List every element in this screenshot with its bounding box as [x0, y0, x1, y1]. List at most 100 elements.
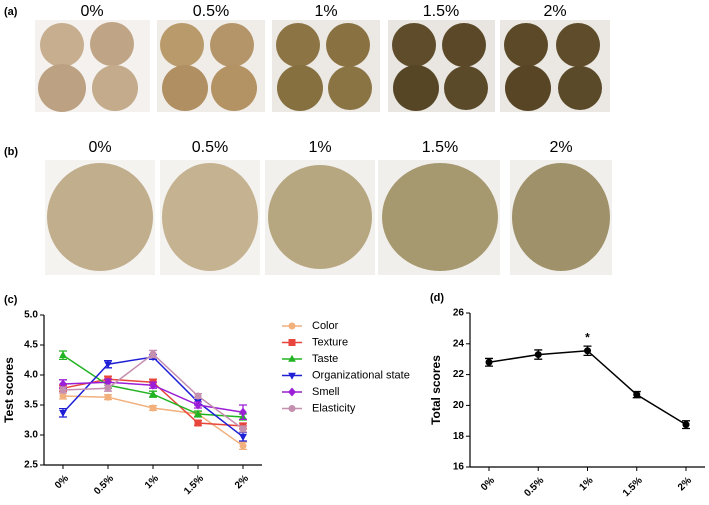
meatball	[277, 65, 323, 111]
caption: 0%	[80, 3, 103, 20]
y-tick-label: 24	[453, 338, 465, 349]
point	[633, 391, 641, 399]
point	[239, 407, 247, 417]
legend-label: Taste	[312, 353, 338, 365]
x-tick-label: 2%	[233, 473, 251, 491]
y-tick-label: 20	[453, 400, 465, 411]
meatball	[276, 23, 320, 67]
point	[149, 380, 157, 390]
x-tick-label: 1.5%	[182, 473, 206, 497]
point	[682, 421, 690, 429]
point	[194, 392, 202, 400]
legend-label: Color	[312, 320, 339, 332]
y-tick-label: 2.5	[24, 460, 38, 471]
y-tick-label: 3.5	[24, 400, 38, 411]
x-tick-label: 1%	[577, 475, 595, 493]
y-tick-label: 3.0	[24, 430, 38, 441]
legend-label: Smell	[312, 386, 340, 398]
panel-label: (a)	[4, 6, 18, 18]
legend-marker	[288, 322, 296, 330]
point	[194, 419, 202, 427]
meatball	[92, 65, 138, 111]
caption: 0%	[88, 139, 111, 156]
meatball	[162, 65, 208, 111]
meatball	[211, 65, 257, 111]
y-tick-label: 26	[453, 308, 465, 319]
cross-section	[162, 163, 258, 271]
x-tick-label: 2%	[676, 475, 694, 493]
meatball	[326, 23, 370, 67]
legend-label: Texture	[312, 336, 348, 348]
meatball	[210, 23, 254, 67]
y-tick-label: 5.0	[24, 310, 38, 321]
point	[485, 358, 493, 366]
y-tick-label: 16	[453, 462, 465, 473]
x-tick-label: 1.5%	[621, 475, 645, 499]
legend-marker	[288, 372, 296, 380]
point	[149, 404, 157, 412]
legend-label: Elasticity	[312, 402, 356, 414]
meatball	[505, 65, 551, 111]
meatball	[558, 66, 602, 110]
meatball	[328, 66, 372, 110]
meatball	[444, 66, 488, 110]
annotation: *	[585, 330, 590, 344]
y-axis-label: Total scores	[429, 355, 443, 425]
meatball	[90, 22, 134, 66]
caption: 0.5%	[192, 139, 228, 156]
point	[59, 410, 67, 417]
photos-b	[45, 160, 612, 275]
meatball	[392, 23, 436, 67]
caption: 2%	[543, 3, 566, 20]
x-tick-label: 0.5%	[522, 475, 546, 499]
caption: 0.5%	[193, 3, 229, 20]
cross-section	[512, 163, 610, 271]
caption: 1.5%	[422, 139, 458, 156]
point	[104, 361, 112, 369]
meatball	[504, 23, 548, 67]
legend-marker	[288, 405, 296, 413]
point	[584, 347, 591, 355]
point	[59, 351, 67, 358]
point	[194, 400, 202, 410]
x-tick-label: 0%	[53, 473, 71, 491]
panel-label: (c)	[4, 294, 18, 306]
meatball	[393, 65, 439, 111]
caption: 1.5%	[423, 3, 459, 20]
meatball	[160, 23, 204, 67]
y-tick-label: 18	[453, 431, 465, 442]
point	[59, 386, 67, 394]
legend-marker	[288, 339, 296, 346]
y-axis-label: Test scores	[2, 357, 16, 423]
cross-section	[268, 165, 372, 269]
photos-a	[35, 20, 610, 112]
meatball	[38, 64, 86, 112]
point	[149, 350, 157, 358]
point	[104, 384, 112, 392]
point	[239, 442, 247, 450]
point	[104, 393, 112, 401]
legend-marker	[288, 354, 296, 362]
point	[104, 377, 112, 387]
series-line	[62, 395, 244, 447]
y-tick-label: 4.0	[24, 370, 38, 381]
caption: 2%	[549, 139, 572, 156]
x-tick-label: 1%	[143, 473, 161, 491]
legend-label: Organizational state	[312, 369, 410, 381]
meatball	[556, 23, 600, 67]
panel-label: (b)	[4, 146, 18, 158]
point	[59, 379, 67, 389]
panel-label: (d)	[430, 292, 444, 304]
point	[149, 390, 157, 397]
cross-section	[47, 163, 153, 271]
point	[239, 425, 247, 433]
legend-marker	[288, 387, 296, 397]
point	[59, 392, 67, 400]
point	[239, 434, 247, 441]
caption: 1%	[308, 139, 331, 156]
point	[194, 409, 202, 417]
meatball	[40, 23, 84, 67]
cross-section	[382, 163, 498, 271]
y-tick-label: 4.5	[24, 340, 38, 351]
